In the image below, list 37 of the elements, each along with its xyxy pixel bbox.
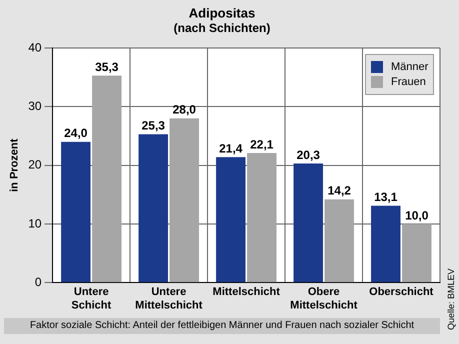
legend-label: Männer (391, 61, 428, 73)
data-label: 35,3 (95, 60, 119, 74)
data-label: 22,1 (250, 137, 274, 152)
chart-subtitle: (nach Schichten) (174, 21, 270, 36)
bar (216, 157, 246, 282)
x-tick-label: Oberschicht (369, 286, 434, 298)
x-tick-label: Mittelschicht (212, 286, 280, 298)
source-note: Quelle: BMLEV (446, 268, 457, 330)
data-label: 10,0 (405, 208, 429, 222)
bar (138, 134, 168, 282)
bar (402, 224, 432, 282)
bar (294, 164, 323, 282)
y-tick-label: 40 (28, 40, 42, 54)
x-tick-label: Untere Schicht (71, 286, 112, 312)
y-tick-label: 10 (28, 216, 42, 230)
y-axis-title: in Prozent (8, 138, 21, 192)
data-label: 21,4 (219, 141, 243, 156)
bar (371, 206, 400, 282)
bar (61, 142, 91, 282)
legend-label: Frauen (391, 76, 426, 88)
chart-title: Adipositas (188, 5, 256, 20)
bar (324, 199, 354, 282)
bar (92, 76, 122, 282)
data-label: 13,1 (374, 190, 398, 204)
y-tick-label: 30 (28, 98, 42, 113)
data-label: 28,0 (172, 102, 196, 117)
y-tick-label: 20 (28, 158, 42, 172)
y-tick-label: 0 (34, 274, 42, 289)
bar (170, 118, 200, 282)
x-tick-label: Untere Mittelschicht (135, 286, 203, 312)
data-label: 20,3 (296, 148, 320, 162)
data-label: 14,2 (328, 184, 352, 198)
x-tick-label: Obere Mittelschicht (290, 286, 358, 312)
bar (247, 152, 276, 282)
text: Faktor soziale Schicht: Anteil der fettleibigen Männer und Frauen nach sozialer Schicht (4, 318, 440, 334)
data-label: 24,0 (64, 126, 88, 140)
data-label: 25,3 (142, 118, 166, 133)
